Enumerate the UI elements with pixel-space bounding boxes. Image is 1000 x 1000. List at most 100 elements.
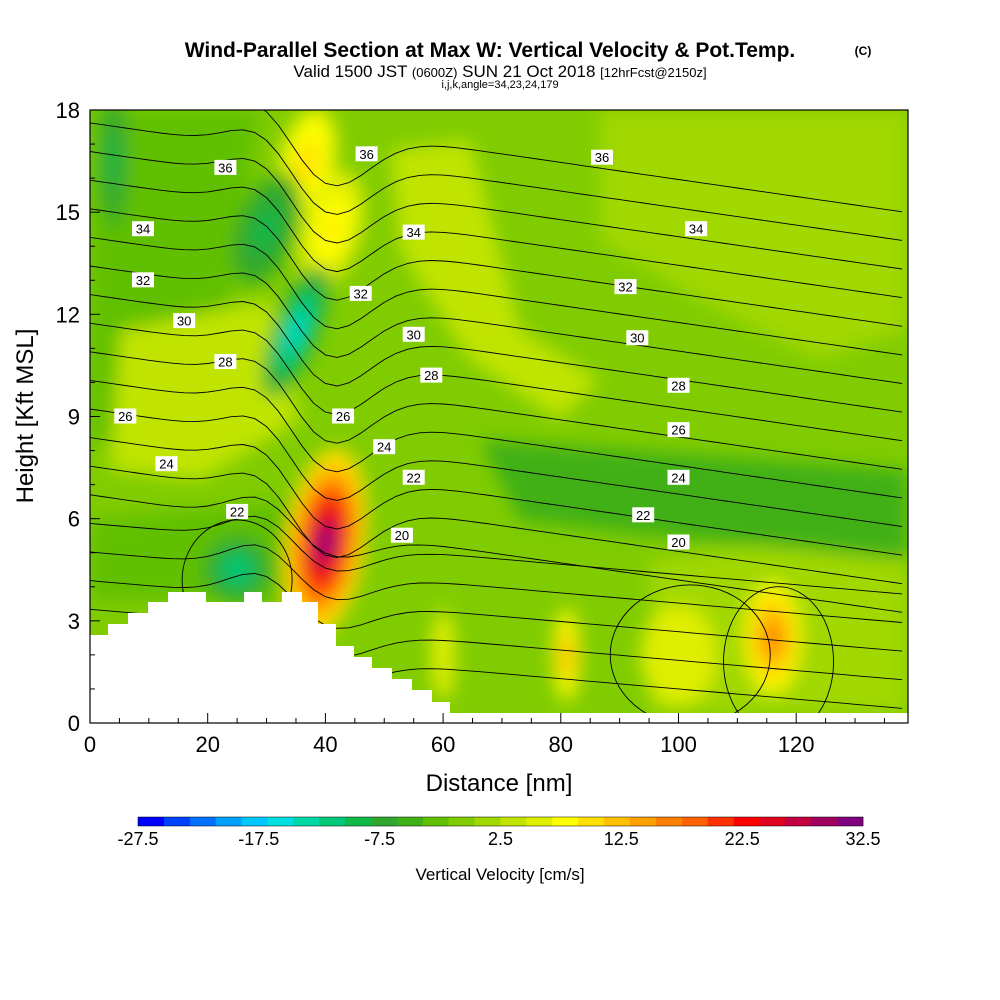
contour-label-text: 34: [136, 222, 150, 237]
colorbar-swatch: [681, 817, 708, 826]
x-tick-label: 80: [549, 732, 573, 757]
colorbar-swatch: [811, 817, 838, 826]
downdraft-core: [110, 147, 117, 176]
updraft-core: [563, 645, 570, 665]
terrain-mask: [90, 592, 908, 723]
isentrope-line: [90, 179, 903, 299]
subtitle-utc: (0600Z): [412, 65, 458, 80]
contour-label: 36: [355, 146, 378, 162]
updraft-core: [440, 645, 446, 664]
x-axis: 0 20 40 60 80 100 120: [84, 713, 885, 757]
y-tick-label: 6: [68, 507, 80, 532]
colorbar-swatch: [396, 817, 424, 826]
contour-label: 36: [591, 149, 613, 165]
colorbar-tick-label: 22.5: [725, 829, 760, 849]
isentrope-line: [90, 572, 903, 652]
colorbar-swatch: [138, 817, 165, 826]
subtitle-date: SUN 21 Oct 2018: [462, 62, 595, 81]
updraft-core: [324, 217, 338, 241]
x-tick-label: 120: [778, 732, 815, 757]
field-region: [480, 440, 908, 560]
contour-label-box: [214, 159, 237, 175]
contour-label-text: 32: [136, 273, 150, 288]
colorbar-swatch: [422, 817, 450, 826]
colorbar-swatch: [448, 817, 475, 826]
contour-label-text: 22: [406, 470, 420, 485]
contour-label-text: 24: [671, 470, 685, 485]
colorbar-tick-label: 2.5: [488, 829, 513, 849]
closed-contour: [723, 586, 834, 723]
contour-label: 34: [685, 221, 708, 237]
chart-subtitle: Valid 1500 JST (0600Z) SUN 21 Oct 2018 […: [293, 62, 706, 81]
y-axis-label: Height [Kft MSL]: [12, 329, 39, 504]
contour-label: 20: [390, 527, 413, 543]
isentrope-line: [90, 122, 903, 241]
chart-subtitle-indices: i,j,k,angle=34,23,24,179: [441, 79, 558, 91]
contour-label: 34: [132, 221, 154, 237]
contour-label-box: [626, 330, 649, 346]
contour-label: 32: [614, 279, 637, 295]
contour-label: 22: [632, 507, 655, 523]
contour-label-box: [667, 377, 690, 393]
contour-label: 26: [114, 408, 137, 424]
downdraft-core: [289, 318, 303, 345]
colorbar-frame: [137, 816, 864, 827]
colorbar-swatch: [267, 817, 294, 826]
contour-label-text: 24: [377, 440, 391, 455]
colorbar-swatch: [241, 817, 268, 826]
isentrope-line: [90, 465, 903, 585]
contour-label-box: [591, 149, 613, 165]
updraft-core: [301, 150, 314, 172]
colorbar-swatch: [293, 817, 320, 826]
colorbar-swatch: [655, 817, 683, 826]
contour-label-text: 36: [359, 147, 373, 162]
isentrope-line: [90, 322, 903, 442]
y-tick-label: 3: [68, 609, 80, 634]
isentrope-line: [90, 208, 903, 327]
isentrope-line: [90, 379, 903, 499]
contour-label-text: 26: [118, 409, 132, 424]
contour-label: 30: [402, 326, 425, 342]
contour-label-box: [214, 354, 237, 369]
contour-label-box: [685, 221, 708, 237]
contour-label-text: 26: [336, 409, 350, 424]
field-region: [110, 300, 300, 480]
isentrope-line: [263, 110, 903, 213]
x-tick-label: 40: [313, 732, 337, 757]
isentrope-line: [90, 437, 903, 556]
contour-label-text: 36: [218, 160, 232, 175]
chart-title-mark: (C): [855, 44, 872, 58]
isentrope-line: [90, 544, 903, 623]
closed-contour: [609, 584, 771, 723]
theta-contours: [90, 110, 903, 723]
contour-label-box: [226, 503, 249, 519]
field-region: [390, 140, 600, 420]
colorbar-swatch: [604, 817, 631, 826]
isentrope-line: [90, 236, 903, 356]
contour-label-box: [667, 469, 690, 485]
downdraft-core: [230, 562, 245, 577]
isentrope-line: [90, 408, 903, 527]
colorbar-swatch: [629, 817, 657, 826]
x-tick-label: 0: [84, 732, 96, 757]
contour-label: 24: [667, 469, 690, 485]
colorbar: [137, 816, 864, 827]
colorbar-swatch: [319, 817, 346, 826]
contour-label-box: [420, 367, 443, 383]
y-axis: 0 3 6 9 12 15 18: [56, 98, 100, 736]
colorbar-tick-label: -7.5: [364, 829, 395, 849]
contour-label-box: [614, 279, 637, 295]
colorbar-swatch: [785, 817, 812, 826]
colorbar-swatch: [215, 817, 242, 826]
x-axis-label: Distance [nm]: [426, 770, 573, 797]
x-tick-label: 100: [660, 732, 697, 757]
contour-label-text: 36: [595, 150, 609, 165]
contour-label-box: [349, 285, 372, 301]
contour-label-text: 34: [689, 222, 703, 237]
colorbar-swatch: [707, 817, 734, 826]
contour-label: 30: [626, 330, 649, 346]
contour-label: 26: [667, 422, 690, 438]
colorbar-swatch: [837, 817, 864, 826]
contour-label-box: [373, 439, 396, 455]
